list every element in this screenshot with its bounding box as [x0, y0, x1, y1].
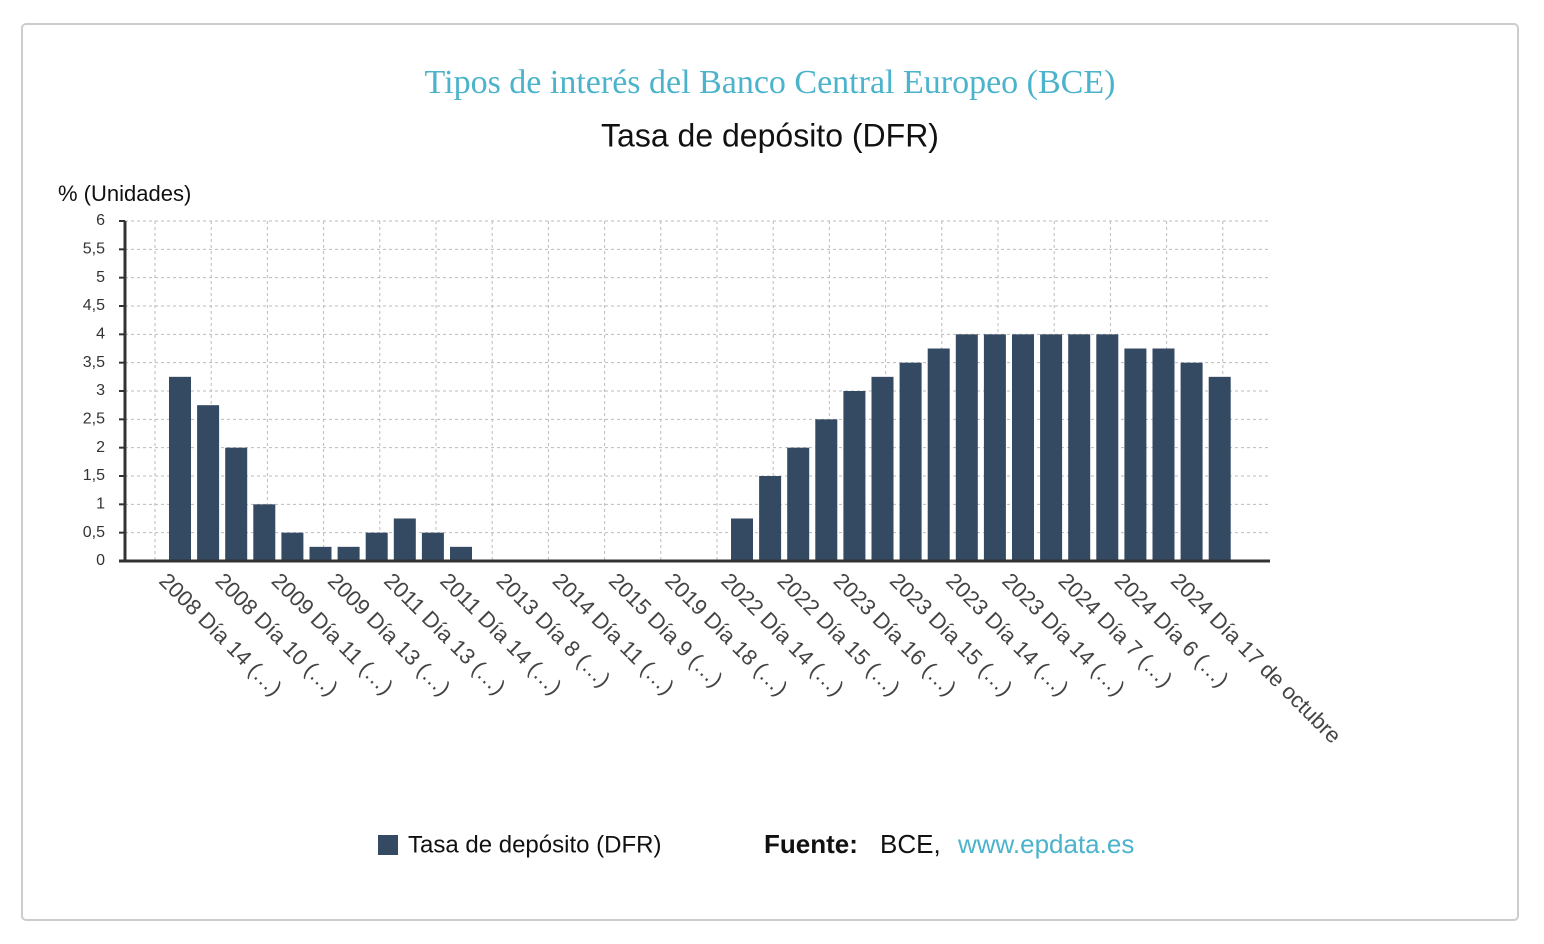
bar — [450, 546, 472, 561]
bar — [1124, 348, 1147, 561]
y-tick-label: 3,5 — [83, 354, 105, 371]
bar — [337, 546, 360, 561]
bar — [197, 405, 220, 561]
bar — [899, 362, 922, 561]
source-name: BCE, — [880, 829, 941, 859]
frame — [21, 23, 1519, 921]
y-tick-label: 0 — [96, 552, 105, 569]
source-link[interactable]: www.epdata.es — [957, 829, 1134, 859]
bar — [1068, 334, 1091, 561]
bar — [871, 376, 894, 561]
bar — [393, 518, 416, 561]
y-tick-label: 1 — [96, 496, 105, 513]
chart-title: Tipos de interés del Banco Central Europ… — [425, 64, 1116, 101]
bar — [281, 532, 304, 561]
y-tick-label: 4 — [96, 326, 105, 343]
bar — [421, 532, 444, 561]
legend-entry: Tasa de depósito (DFR) — [408, 831, 661, 858]
bar — [787, 447, 810, 561]
y-tick-label: 0,5 — [83, 524, 105, 541]
bar — [225, 447, 248, 561]
bar — [169, 376, 191, 561]
source-label: Fuente: — [764, 829, 858, 859]
bar — [1012, 334, 1034, 561]
bar — [759, 476, 782, 561]
y-tick-label: 5 — [96, 269, 105, 286]
bar — [1152, 348, 1175, 561]
bar — [1096, 334, 1119, 561]
y-tick-label: 3 — [96, 382, 105, 399]
legend-swatch — [378, 835, 398, 855]
y-tick-label: 5,5 — [83, 241, 105, 258]
chart-subtitle: Tasa de depósito (DFR) — [601, 117, 939, 153]
bar — [309, 546, 332, 561]
y-tick-label: 1,5 — [83, 467, 105, 484]
bar — [927, 348, 950, 561]
bar — [1180, 362, 1203, 561]
bar — [253, 504, 276, 561]
bar — [815, 419, 838, 561]
y-tick-label: 2,5 — [83, 411, 105, 428]
bar — [1040, 334, 1063, 561]
bar — [1208, 376, 1231, 561]
bar — [843, 391, 866, 561]
bar — [955, 334, 978, 561]
y-tick-label: 4,5 — [83, 297, 105, 314]
y-axis-label: % (Unidades) — [58, 181, 191, 206]
y-tick-label: 6 — [96, 212, 105, 229]
bar — [983, 334, 1006, 561]
y-tick-label: 2 — [96, 439, 105, 456]
bar — [365, 532, 388, 561]
bar — [731, 518, 753, 561]
